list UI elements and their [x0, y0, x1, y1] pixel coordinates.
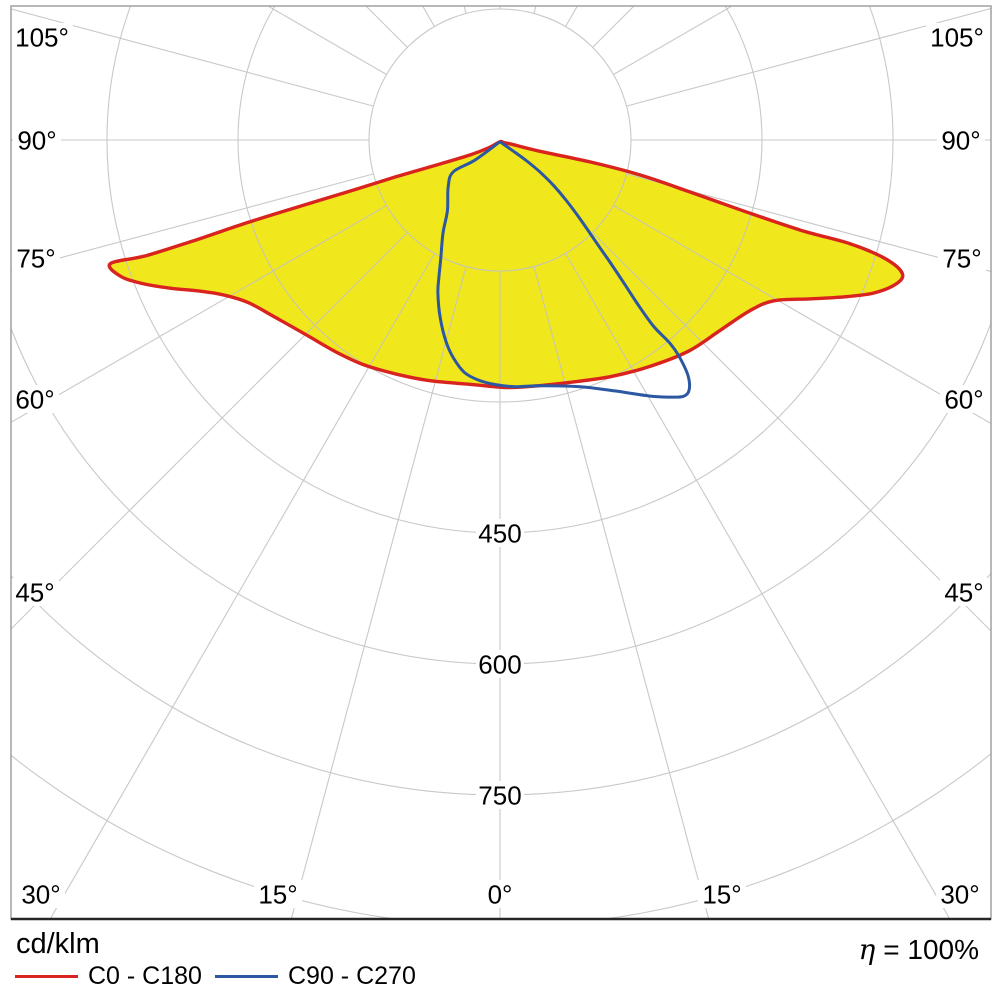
angle-label: 15° — [258, 880, 297, 910]
angle-label-bg — [940, 578, 988, 606]
legend-line-blue-icon — [215, 975, 278, 978]
chart-labels: 105° 90° 75° 60° 45° 30° 15° 0° 15° 30° 45° 60° 75° 9… — [11, 23, 988, 910]
angle-label-bg — [11, 578, 59, 606]
angle-label-bg — [936, 880, 984, 908]
radial-tick-label-bg — [476, 781, 524, 809]
angle-label-bg — [926, 23, 988, 51]
grid-spoke — [592, 232, 991, 632]
angle-label: 30° — [21, 880, 60, 910]
grid-spoke — [626, 7, 991, 107]
legend-label-c90-c270: C90 - C270 — [288, 962, 416, 990]
angle-label-bg — [483, 880, 517, 908]
efficiency-value: = 100% — [883, 934, 979, 965]
angle-label-bg — [938, 244, 986, 272]
legend-line-red-icon — [15, 975, 78, 978]
angle-label: 105° — [15, 23, 69, 53]
c0-c180-curve — [107, 139, 905, 390]
grid-spoke — [533, 266, 710, 919]
angle-label: 60° — [15, 385, 54, 415]
chart-unit-label: cd/klm — [16, 928, 100, 960]
efficiency-label: η = 100% — [858, 933, 979, 966]
grid-spoke — [49, 253, 435, 919]
radial-tick-label-bg — [476, 650, 524, 678]
grid-spoke — [11, 8, 374, 107]
grid-spoke — [11, 232, 408, 630]
angle-label-bg — [12, 244, 60, 272]
angle-label: 105° — [930, 23, 984, 53]
angle-label-bg — [940, 385, 988, 413]
angle-label: 45° — [15, 578, 54, 608]
angle-label-bg — [17, 880, 65, 908]
angle-label-bg — [937, 126, 985, 154]
angle-label: 0° — [488, 880, 513, 910]
radial-tick-label-bg — [476, 519, 524, 547]
eta-symbol: η — [858, 933, 876, 966]
c90-c270-curve — [436, 140, 692, 399]
angle-label: 75° — [16, 244, 55, 274]
angle-label-bg — [698, 880, 746, 908]
legend-label-c0-c180: C0 - C180 — [88, 962, 202, 990]
angle-label: 75° — [942, 244, 981, 274]
legend-item-c0-c180: C0 - C180 — [15, 962, 202, 991]
grid-spoke — [463, 6, 467, 14]
angle-label-bg — [11, 385, 59, 413]
legend-item-c90-c270: C90 - C270 — [215, 962, 416, 991]
grid-spoke — [533, 6, 537, 14]
radial-tick-label: 600 — [478, 650, 521, 680]
angle-label-bg — [13, 126, 61, 154]
angle-label: 90° — [17, 126, 56, 156]
c0-c180-fill — [109, 141, 903, 388]
grid-spoke — [290, 266, 467, 919]
angle-label: 60° — [944, 385, 983, 415]
grid-spoke — [11, 205, 387, 423]
radial-tick-label: 450 — [478, 519, 521, 549]
angle-label-bg — [254, 880, 302, 908]
radial-tick-label: 750 — [478, 781, 521, 811]
grid-spoke — [11, 173, 374, 272]
grid-spoke — [565, 253, 951, 919]
grid-spoke — [613, 205, 991, 425]
angle-label-bg — [11, 23, 73, 51]
angle-label: 90° — [941, 126, 980, 156]
angle-label: 30° — [940, 880, 979, 910]
angle-label: 45° — [944, 578, 983, 608]
angle-label: 15° — [702, 880, 741, 910]
grid-spoke — [626, 173, 991, 273]
